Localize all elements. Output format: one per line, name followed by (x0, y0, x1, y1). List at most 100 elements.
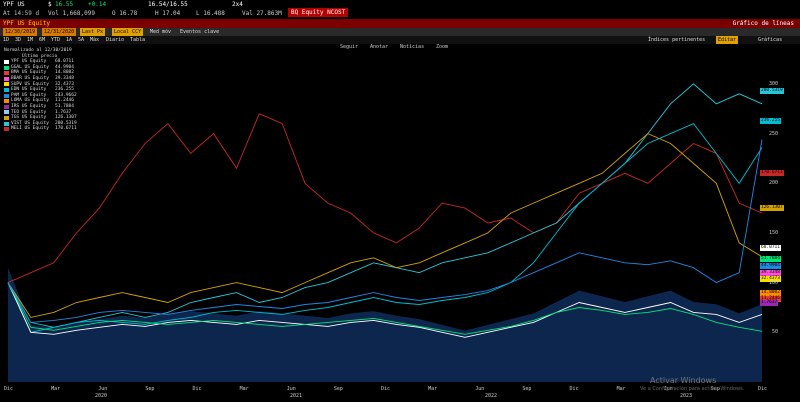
area-fill (8, 267, 762, 382)
legend-item-value: 11.2446 (55, 98, 74, 104)
menu-item-key-events[interactable]: Eventos clave (180, 29, 220, 35)
legend-item[interactable]: BBAR US Equity 39.3348 (4, 76, 77, 82)
legend-item-name: BBAR US Equity (11, 75, 49, 81)
series-line[interactable] (7, 139, 763, 323)
frequency-select[interactable]: Diario (106, 37, 125, 43)
period-ytd[interactable]: YTD (51, 37, 61, 43)
x-tick-label: Mar (239, 386, 249, 392)
date-to-field[interactable]: 12/31/2020 (42, 28, 77, 36)
period-toolbar: 1D 3D 1M 6M YTD 1A 5A Máx Diario Tabla Í… (0, 36, 800, 44)
series-line[interactable] (7, 133, 763, 318)
x-tick-label: Jun (286, 386, 296, 392)
legend-item-value: 126.1307 (55, 115, 77, 121)
y-tick-label: 50 (771, 329, 778, 336)
x-tick-label: Dic (192, 386, 202, 392)
period-1d[interactable]: 1D (3, 37, 10, 43)
menu-item-local-ccy[interactable]: Local CCY (112, 28, 144, 36)
ticker-label[interactable]: YPF US (3, 1, 25, 8)
legend-item-name: TEO US Equity (11, 109, 47, 115)
legend-swatch (4, 121, 9, 126)
period-5a[interactable]: 5A (78, 37, 85, 43)
legend-item[interactable]: VIST US Equity 280.5319 (4, 121, 77, 127)
last-time: At 14:59 d (3, 10, 40, 17)
date-from-field[interactable]: 12/30/2019 (3, 28, 38, 36)
bid-ask: 16.54/16.55 (148, 1, 188, 8)
legend-item[interactable]: LOMA US Equity 11.2446 (4, 98, 77, 104)
legend-item-name: YPF US Equity (11, 59, 47, 65)
y-tick-label: 100 (768, 279, 778, 286)
legend-swatch (4, 65, 9, 70)
legend-item-value: 44.9904 (55, 64, 74, 70)
series-line[interactable] (7, 282, 763, 338)
x-tick-label: Jun (98, 386, 108, 392)
series-line[interactable] (7, 282, 763, 335)
legend-header: Normalizado al 12/30/2019 (4, 48, 72, 53)
legend-item-value: 51.7884 (55, 103, 74, 109)
activation-watermark: Activar Windows (650, 376, 717, 385)
x-tick-label: Mar (428, 386, 438, 392)
series-value-tag: 126.1307 (760, 205, 784, 211)
legend-swatch (4, 76, 9, 81)
legend-item-name: EDN US Equity (11, 87, 47, 93)
legend-item[interactable]: GGAL US Equity 44.9904 (4, 65, 77, 71)
menu-item-last-px[interactable]: Last Px (80, 28, 106, 36)
x-tick-label: Sep (145, 386, 155, 392)
line-chart[interactable] (0, 44, 800, 402)
period-6m[interactable]: 6M (39, 37, 46, 43)
legend-swatch (4, 71, 9, 76)
legend-item-name: SUPV US Equity (11, 81, 49, 87)
last-price: 16.55 (55, 1, 74, 8)
charts-button[interactable]: Gráficas (758, 37, 783, 43)
legend-item-value: 14.8082 (55, 70, 74, 76)
zoom-button[interactable]: Zoom (436, 44, 449, 50)
quote-bar: YPF US $ 16.55 +0.14 16.54/16.55 2x4 (0, 0, 800, 9)
legend-item-name: IRS US Equity (11, 103, 47, 109)
legend-swatch (4, 115, 9, 120)
x-tick-label: Jun (663, 386, 673, 392)
period-1m[interactable]: 1M (27, 37, 34, 43)
menu-bar: 12/30/2019 12/31/2020 Last Px Local CCY … (0, 28, 800, 36)
legend-item-name: MELI US Equity (11, 126, 49, 132)
table-toggle[interactable]: Tabla (130, 37, 146, 43)
period-1a[interactable]: 1A (66, 37, 73, 43)
x-tick-label: Dic (381, 386, 391, 392)
legend-item-name: VIST US Equity (11, 120, 49, 126)
legend-item[interactable]: EDN US Equity 236.255 (4, 87, 77, 93)
series-line[interactable] (7, 83, 763, 328)
legend-swatch (4, 104, 9, 109)
edit-button[interactable]: Editar (716, 36, 739, 44)
relevant-indices-button[interactable]: Índices pertinentes (648, 37, 706, 43)
bid-ask-size: 2x4 (232, 1, 243, 8)
year-label: 2022 (485, 393, 498, 399)
legend-item-value: 68.0711 (55, 59, 74, 65)
command-input[interactable]: BQ Equity NCOST (288, 8, 348, 17)
legend-item[interactable]: IRS US Equity 51.7884 (4, 104, 77, 110)
x-tick-label: Dic (4, 386, 14, 392)
legend-item[interactable]: BMA US Equity 14.8082 (4, 70, 77, 76)
legend-item[interactable]: TEO US Equity 1.7637 (4, 110, 77, 116)
series-value-tag: 280.5319 (760, 88, 784, 94)
period-max[interactable]: Máx (90, 37, 100, 43)
period-3d[interactable]: 3D (15, 37, 22, 43)
legend-item[interactable]: YPF US Equity 68.0711 (4, 59, 77, 65)
legend-item-value: 39.3348 (55, 75, 74, 81)
news-button[interactable]: Noticias (400, 44, 425, 50)
legend-item[interactable]: TGS US Equity 126.1307 (4, 115, 77, 121)
annotate-button[interactable]: Anotar (370, 44, 389, 50)
legend-item-value: 236.255 (55, 87, 74, 93)
y-tick-label: 250 (768, 130, 778, 137)
series-value-tag: 51.7884 (760, 256, 781, 262)
x-tick-label: Jun (475, 386, 485, 392)
legend-item[interactable]: SUPV US Equity 32.4373 (4, 82, 77, 88)
legend-swatch (4, 82, 9, 87)
year-label: 2021 (290, 393, 303, 399)
legend-item-name: PAM US Equity (11, 92, 47, 98)
series-line[interactable] (7, 113, 763, 284)
legend-item[interactable]: MELI US Equity 170.6711 (4, 126, 77, 132)
series-line[interactable] (7, 123, 763, 333)
legend-item[interactable]: PAM US Equity 243.9662 (4, 93, 77, 99)
track-button[interactable]: Seguir (340, 44, 359, 50)
series-value-tag: 68.0711 (760, 245, 781, 251)
menu-item-moving-avg[interactable]: Med móv (150, 29, 172, 35)
legend-swatch (4, 59, 9, 64)
